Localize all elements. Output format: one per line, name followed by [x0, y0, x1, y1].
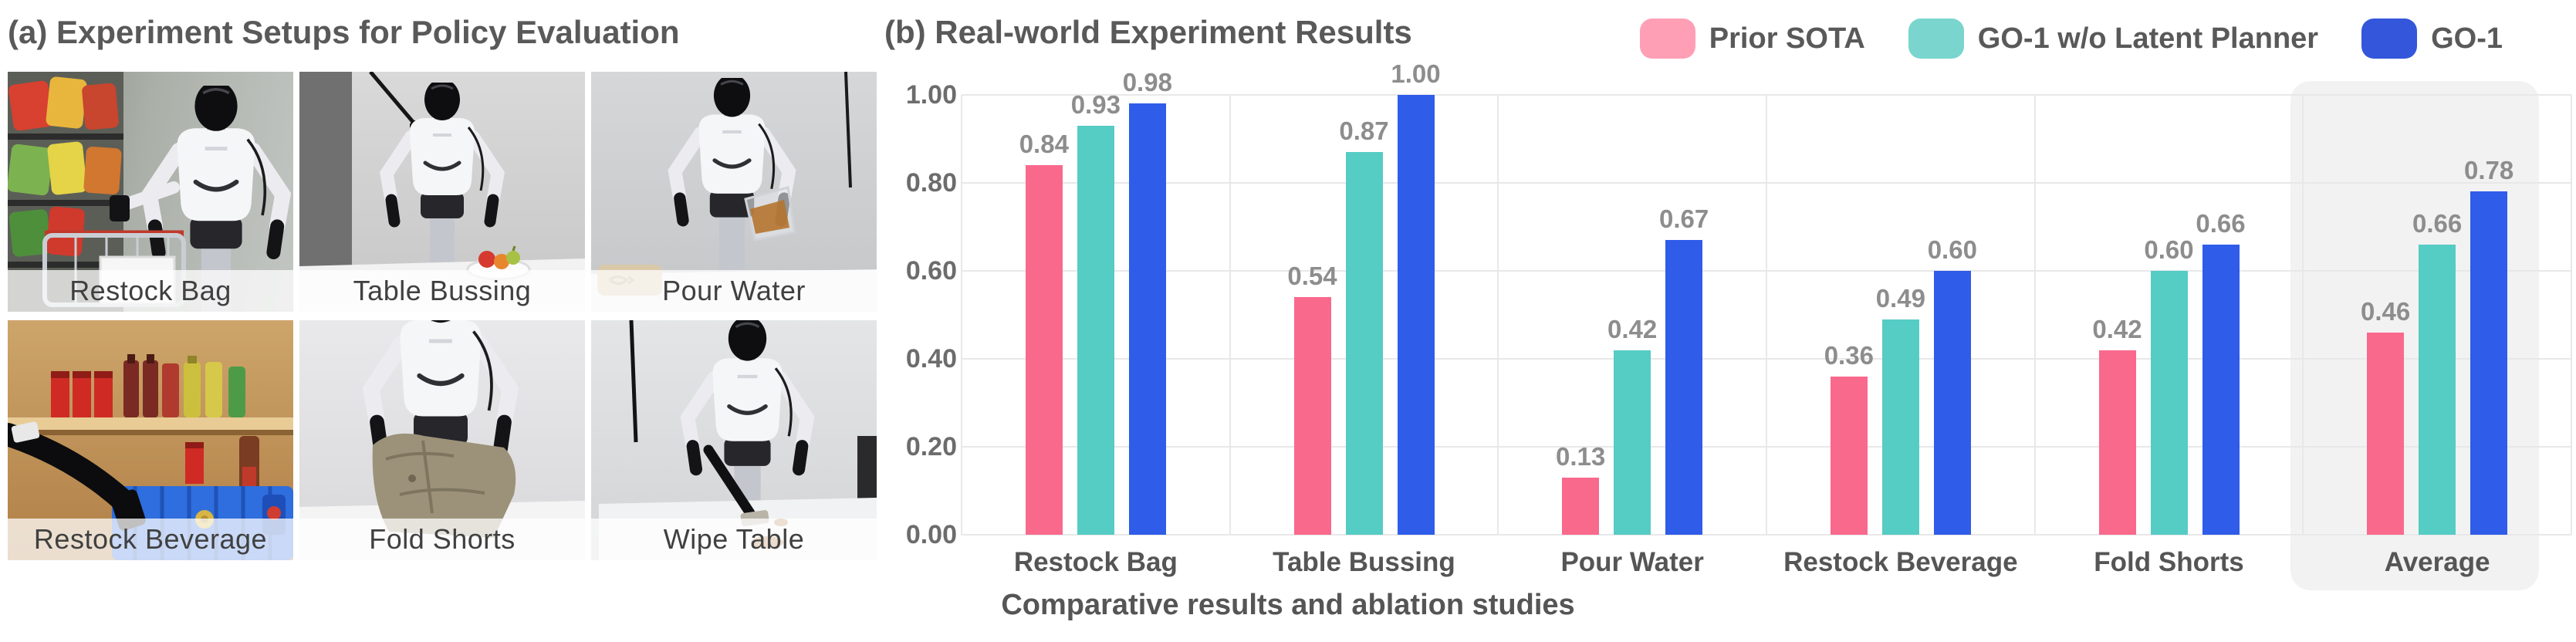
- legend-label-go1: GO-1: [2431, 22, 2503, 55]
- v-gridline-6: [2571, 95, 2572, 535]
- value-label-go-1-w-o-latent-planner-fold-shorts: 0.60: [2144, 235, 2194, 264]
- setup-photo-table-bussing: Table Bussing: [299, 72, 585, 312]
- legend-swatch-prior-sota: [1639, 19, 1695, 59]
- setup-photo-fold-shorts: Fold Shorts: [299, 320, 585, 560]
- photo-label-table-bussing: Table Bussing: [299, 270, 585, 312]
- setup-photo-wipe-table: Wipe Table: [591, 320, 877, 560]
- legend-item-prior-sota: Prior SOTA: [1639, 19, 1865, 59]
- y-tick-0.80: 0.80: [905, 168, 957, 198]
- value-label-go-1-w-o-latent-planner-table-bussing: 0.87: [1339, 117, 1389, 146]
- bar-go-1-w-o-latent-planner-table-bussing: [1345, 152, 1383, 535]
- bar-go-1-w-o-latent-planner-restock-beverage: [1881, 319, 1919, 535]
- v-gridline-3: [1766, 95, 1767, 535]
- legend-item-go1-wo-latent-planner: GO-1 w/o Latent Planner: [1908, 19, 2318, 59]
- v-gridline-5: [2302, 95, 2304, 535]
- legend-item-go1: GO-1: [2361, 19, 2503, 59]
- panel-a-title: (a) Experiment Setups for Policy Evaluat…: [8, 14, 680, 50]
- v-gridline-1: [1229, 95, 1231, 535]
- bar-go-1-table-bussing: [1397, 95, 1435, 535]
- y-tick-0.00: 0.00: [905, 520, 957, 549]
- y-axis: 1.00 0.80 0.60 0.40 0.20 0.00: [818, 80, 957, 549]
- bar-prior-sota-average: [2367, 332, 2405, 535]
- y-tick-0.40: 0.40: [905, 344, 957, 373]
- bar-prior-sota-pour-water: [1562, 477, 1600, 535]
- value-label-go-1-restock-beverage: 0.60: [1927, 235, 1977, 264]
- category-label-restock-bag: Restock Bag: [1013, 547, 1178, 577]
- category-label-pour-water: Pour Water: [1560, 547, 1704, 577]
- value-label-prior-sota-table-bussing: 0.54: [1287, 262, 1337, 291]
- value-label-go-1-table-bussing: 1.00: [1391, 59, 1441, 88]
- bar-go-1-pour-water: [1665, 240, 1703, 535]
- value-label-go-1-w-o-latent-planner-pour-water: 0.42: [1607, 314, 1658, 343]
- chart-plot: Restock Bag 0.84 0.93 0.98 Table Bussing 0.54…: [961, 59, 2572, 590]
- v-gridline-4: [2033, 95, 2036, 535]
- category-label-table-bussing: Table Bussing: [1273, 547, 1455, 577]
- photo-label-restock-beverage: Restock Beverage: [8, 519, 293, 560]
- photo-label-pour-water: Pour Water: [591, 270, 877, 312]
- value-label-go-1-w-o-latent-planner-average: 0.66: [2412, 208, 2463, 238]
- value-label-prior-sota-pour-water: 0.13: [1556, 441, 1606, 471]
- h-gridline-0.00: [962, 534, 2571, 536]
- v-gridline-2: [1497, 95, 1499, 535]
- setup-photo-grid: Restock Bag Table Bussing: [8, 72, 877, 560]
- bar-prior-sota-fold-shorts: [2098, 350, 2136, 535]
- bar-go-1-w-o-latent-planner-restock-bag: [1077, 125, 1114, 535]
- bar-go-1-fold-shorts: [2202, 244, 2240, 535]
- bar-prior-sota-restock-bag: [1025, 165, 1063, 535]
- bar-go-1-w-o-latent-planner-average: [2419, 244, 2456, 535]
- v-gridline-0: [961, 95, 962, 535]
- y-tick-0.60: 0.60: [905, 256, 957, 286]
- bar-go-1-w-o-latent-planner-fold-shorts: [2150, 271, 2188, 535]
- value-label-go-1-fold-shorts: 0.66: [2196, 208, 2246, 238]
- value-label-go-1-average: 0.78: [2464, 156, 2514, 185]
- figure-caption: Comparative results and ablation studies: [1001, 589, 1575, 621]
- category-label-average: Average: [2384, 547, 2490, 577]
- panel-b-title: (b) Real-world Experiment Results: [884, 14, 1412, 50]
- category-label-restock-beverage: Restock Beverage: [1783, 547, 2018, 577]
- bar-prior-sota-table-bussing: [1293, 297, 1331, 535]
- bar-go-1-restock-bag: [1128, 103, 1166, 535]
- value-label-go-1-restock-bag: 0.98: [1122, 68, 1172, 97]
- value-label-prior-sota-fold-shorts: 0.42: [2092, 314, 2142, 343]
- value-label-prior-sota-average: 0.46: [2361, 296, 2411, 326]
- legend-label-prior-sota: Prior SOTA: [1709, 22, 1865, 55]
- photo-label-fold-shorts: Fold Shorts: [299, 519, 585, 560]
- value-label-go-1-pour-water: 0.67: [1659, 204, 1709, 234]
- legend-swatch-go1-wo-latent-planner: [1908, 19, 1964, 59]
- legend-label-go1-wo-latent-planner: GO-1 w/o Latent Planner: [1977, 22, 2319, 55]
- setup-photo-restock-bag: Restock Bag: [8, 72, 293, 312]
- photo-label-restock-bag: Restock Bag: [8, 270, 293, 312]
- value-label-go-1-w-o-latent-planner-restock-bag: 0.93: [1070, 90, 1121, 119]
- chart-legend: Prior SOTA GO-1 w/o Latent Planner GO-1: [1639, 19, 2503, 59]
- setup-photo-restock-beverage: Restock Beverage: [8, 320, 293, 560]
- category-label-fold-shorts: Fold Shorts: [2094, 547, 2244, 577]
- bar-go-1-average: [2470, 191, 2508, 535]
- legend-swatch-go1: [2361, 19, 2418, 59]
- value-label-prior-sota-restock-beverage: 0.36: [1824, 340, 1874, 370]
- y-tick-0.20: 0.20: [905, 432, 957, 461]
- photo-label-wipe-table: Wipe Table: [591, 519, 877, 560]
- setup-photo-pour-water: Pour Water: [591, 72, 877, 312]
- value-label-prior-sota-restock-bag: 0.84: [1019, 130, 1069, 159]
- y-tick-1.00: 1.00: [905, 80, 957, 110]
- bar-go-1-w-o-latent-planner-pour-water: [1614, 350, 1651, 535]
- value-label-go-1-w-o-latent-planner-restock-beverage: 0.49: [1875, 283, 1925, 313]
- bar-go-1-restock-beverage: [1933, 271, 1971, 535]
- bar-prior-sota-restock-beverage: [1830, 376, 1868, 535]
